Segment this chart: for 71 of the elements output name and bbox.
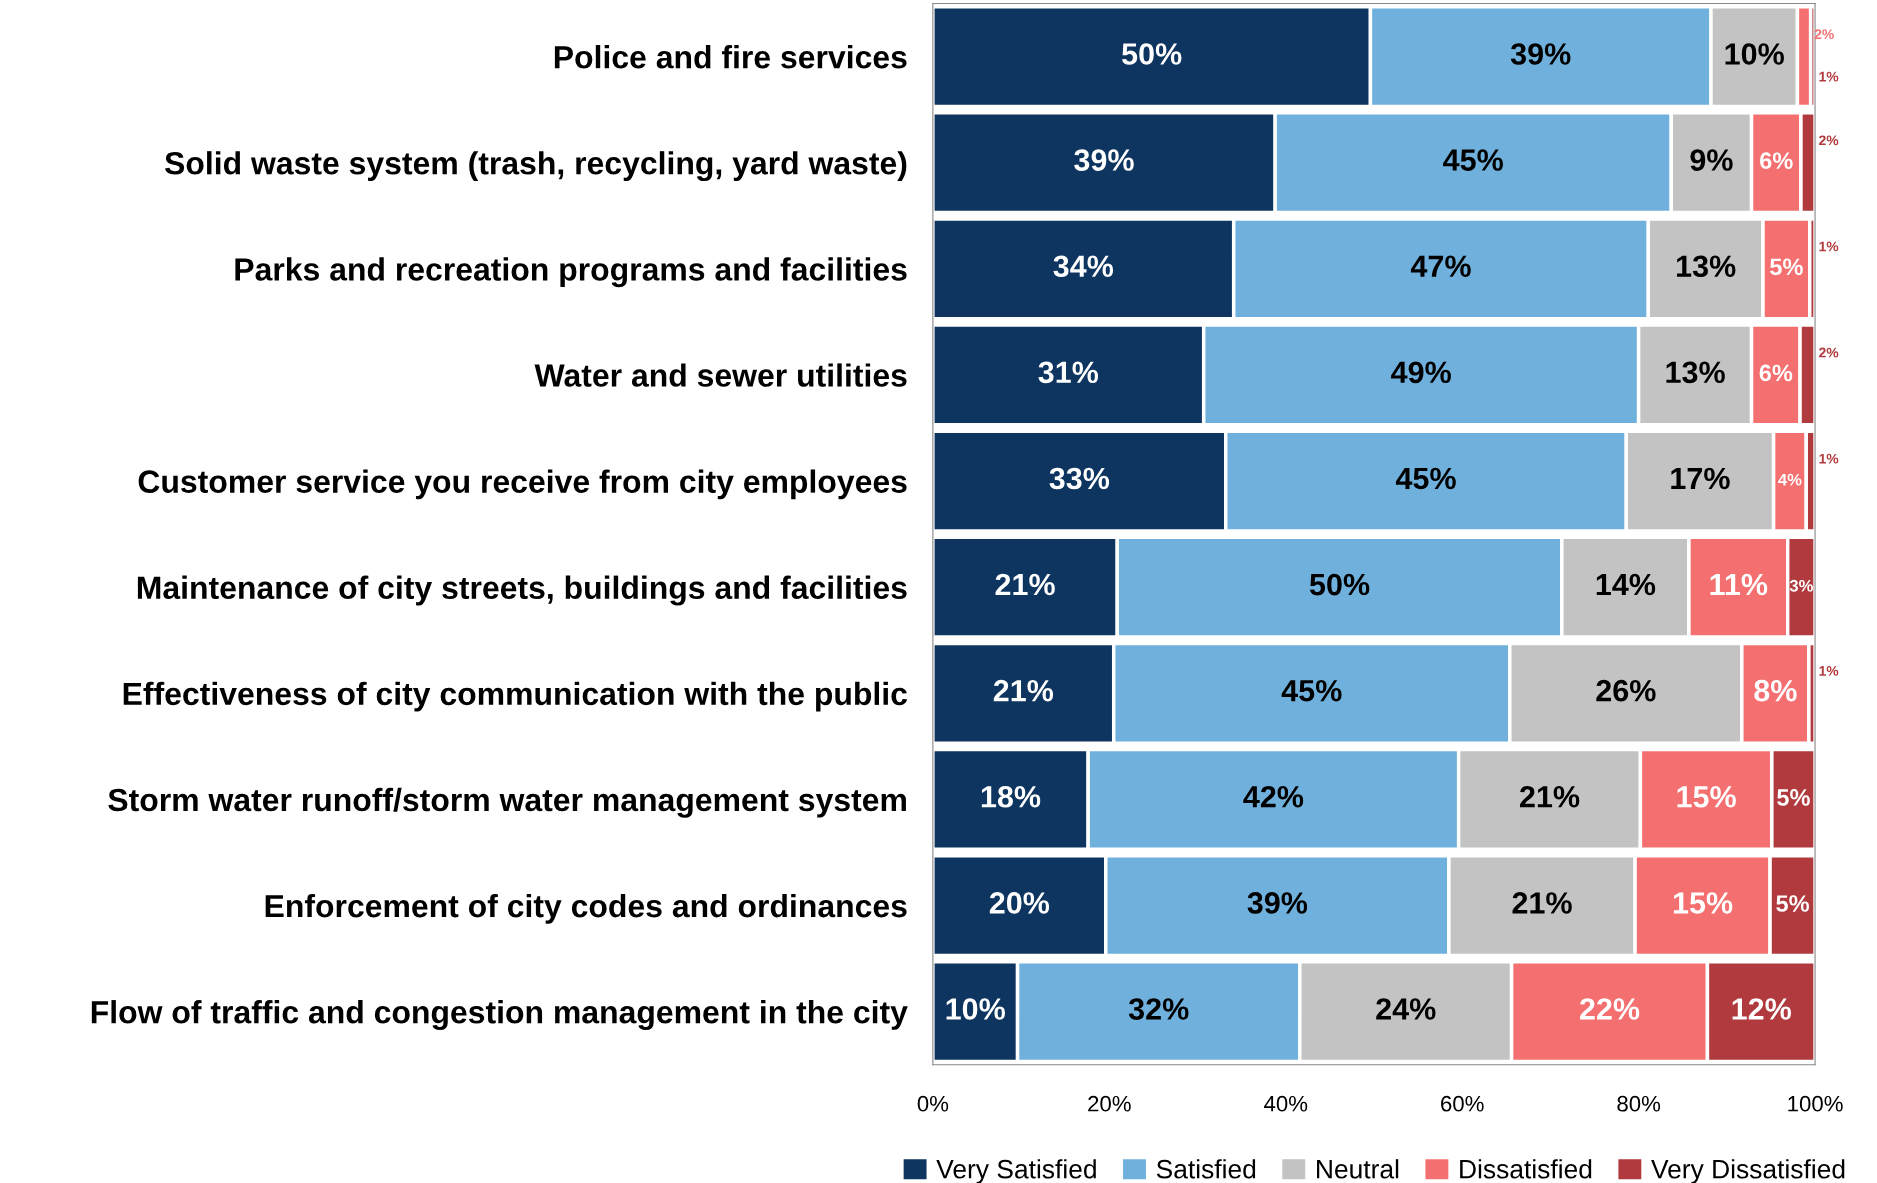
legend-label: Satisfied: [1156, 1159, 1256, 1179]
y-tick-label: Water and sewer utilities: [534, 363, 907, 387]
data-label: 14%: [1596, 573, 1656, 596]
data-label: 10%: [946, 998, 1005, 1020]
y-tick-label: Parks and recreation programs and facilities: [235, 257, 907, 288]
data-label: 20%: [989, 892, 1050, 914]
data-label: 9%: [1690, 149, 1733, 171]
data-label: 24%: [1376, 998, 1436, 1020]
data-label: 11%: [1710, 573, 1768, 596]
data-label: 42%: [1243, 785, 1304, 808]
data-label: 39%: [1247, 892, 1308, 914]
data-label: 1%: [1819, 666, 1839, 676]
legend-label: Neutral: [1317, 1159, 1399, 1179]
data-label: 50%: [1309, 573, 1370, 596]
data-label: 15%: [1677, 786, 1736, 808]
data-label: 5%: [1776, 895, 1809, 912]
data-label: 5%: [1777, 789, 1810, 806]
x-tick-label: 100%: [1788, 1095, 1843, 1112]
legend-label: Very Dissatisfied: [1651, 1159, 1845, 1183]
y-tick-label: Storm water runoff/storm water management system: [108, 787, 906, 818]
data-label: 8%: [1754, 679, 1797, 702]
legend-label: Very Satisfied: [936, 1159, 1096, 1183]
data-label: 2%: [1819, 135, 1839, 146]
data-label: 6%: [1759, 364, 1793, 382]
data-label: 31%: [1038, 361, 1099, 384]
data-label: 32%: [1128, 998, 1189, 1020]
y-tick-label: Police and fire services: [554, 45, 907, 69]
data-label: 49%: [1391, 361, 1451, 384]
y-tick-label: Maintenance of city streets, buildings and facilities: [137, 575, 907, 606]
x-tick-label: 40%: [1264, 1095, 1308, 1112]
data-label: 50%: [1122, 43, 1182, 65]
data-label: 39%: [1510, 43, 1571, 65]
y-tick-label: Effectiveness of city communication with the public: [123, 681, 907, 712]
data-label: 1%: [1819, 453, 1839, 464]
data-label: 26%: [1596, 679, 1656, 702]
data-label: 45%: [1395, 467, 1456, 490]
data-label: 45%: [1443, 149, 1503, 171]
legend-label: Dissatisfied: [1460, 1159, 1592, 1179]
y-tick-label: Customer service you receive from city employees: [138, 469, 907, 500]
y-tick-label: Solid waste system (trash, recycling, yard waste): [164, 151, 907, 182]
data-label: 33%: [1049, 467, 1110, 490]
data-label: 5%: [1770, 258, 1803, 276]
data-label: 22%: [1579, 998, 1640, 1020]
y-tick-label: Enforcement of city codes and ordinances: [265, 893, 907, 924]
data-label: 21%: [995, 573, 1055, 596]
data-label: 21%: [993, 679, 1054, 702]
data-label: 1%: [1819, 241, 1839, 252]
data-label: 45%: [1281, 679, 1342, 702]
data-label: 13%: [1677, 255, 1736, 278]
data-label: 6%: [1760, 152, 1793, 170]
data-label: 12%: [1732, 998, 1792, 1020]
x-tick-label: 20%: [1088, 1095, 1131, 1112]
data-label: 2%: [1819, 347, 1839, 358]
x-tick-label: 60%: [1441, 1095, 1484, 1112]
x-tick-label: 0%: [917, 1095, 949, 1112]
data-label: 10%: [1725, 43, 1784, 65]
data-label: 34%: [1053, 255, 1114, 278]
data-label: 17%: [1671, 467, 1730, 490]
data-label: 2%: [1814, 29, 1834, 40]
data-label: 21%: [1512, 892, 1572, 914]
data-label: 47%: [1410, 255, 1471, 277]
data-label: 21%: [1520, 785, 1580, 808]
data-label: 3%: [1789, 579, 1813, 592]
x-tick-label: 80%: [1617, 1095, 1661, 1112]
data-label: 18%: [981, 785, 1041, 808]
data-label: 1%: [1819, 71, 1839, 82]
data-label: 13%: [1666, 361, 1725, 384]
data-label: 15%: [1673, 892, 1733, 914]
y-tick-label: Flow of traffic and congestion management in the city: [91, 1000, 908, 1030]
data-label: 39%: [1074, 149, 1134, 171]
data-label: 4%: [1778, 473, 1802, 486]
